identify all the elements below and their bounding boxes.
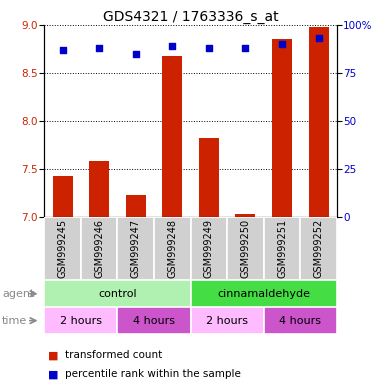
Point xyxy=(96,45,102,51)
Bar xyxy=(227,217,264,280)
Bar xyxy=(44,280,191,307)
Bar xyxy=(264,307,337,334)
Text: control: control xyxy=(98,289,137,299)
Point xyxy=(243,45,249,51)
Bar xyxy=(199,138,219,217)
Bar xyxy=(81,217,117,280)
Text: transformed count: transformed count xyxy=(65,350,163,360)
Text: time: time xyxy=(2,316,27,326)
Text: GSM999252: GSM999252 xyxy=(314,219,323,278)
Text: 4 hours: 4 hours xyxy=(133,316,175,326)
Text: GSM999251: GSM999251 xyxy=(277,219,287,278)
Bar xyxy=(235,214,256,217)
Bar xyxy=(191,280,337,307)
Text: GSM999246: GSM999246 xyxy=(94,219,104,278)
Bar xyxy=(126,195,146,217)
Text: agent: agent xyxy=(2,289,34,299)
Point xyxy=(132,51,139,57)
Text: ■: ■ xyxy=(48,369,59,379)
Bar xyxy=(191,217,227,280)
Bar xyxy=(154,217,191,280)
Text: GSM999245: GSM999245 xyxy=(58,219,67,278)
Bar xyxy=(89,161,109,217)
Text: ■: ■ xyxy=(48,350,59,360)
Bar xyxy=(300,217,337,280)
Text: 2 hours: 2 hours xyxy=(60,316,102,326)
Text: GSM999247: GSM999247 xyxy=(131,219,141,278)
Point xyxy=(279,41,285,47)
Bar xyxy=(117,307,191,334)
Bar xyxy=(162,56,182,217)
Text: percentile rank within the sample: percentile rank within the sample xyxy=(65,369,241,379)
Bar xyxy=(44,307,117,334)
Text: GSM999248: GSM999248 xyxy=(167,219,177,278)
Bar xyxy=(117,217,154,280)
Bar xyxy=(272,40,292,217)
Bar xyxy=(308,27,329,217)
Point xyxy=(206,45,212,51)
Text: cinnamaldehyde: cinnamaldehyde xyxy=(217,289,310,299)
Text: GSM999250: GSM999250 xyxy=(241,219,250,278)
Text: GSM999249: GSM999249 xyxy=(204,219,214,278)
Bar xyxy=(44,217,81,280)
Bar xyxy=(52,176,73,217)
Point xyxy=(59,47,65,53)
Point xyxy=(169,43,176,49)
Point xyxy=(316,35,322,41)
Bar xyxy=(191,307,264,334)
Bar xyxy=(264,217,300,280)
Text: 4 hours: 4 hours xyxy=(279,316,321,326)
Text: 2 hours: 2 hours xyxy=(206,316,248,326)
Title: GDS4321 / 1763336_s_at: GDS4321 / 1763336_s_at xyxy=(103,10,278,24)
